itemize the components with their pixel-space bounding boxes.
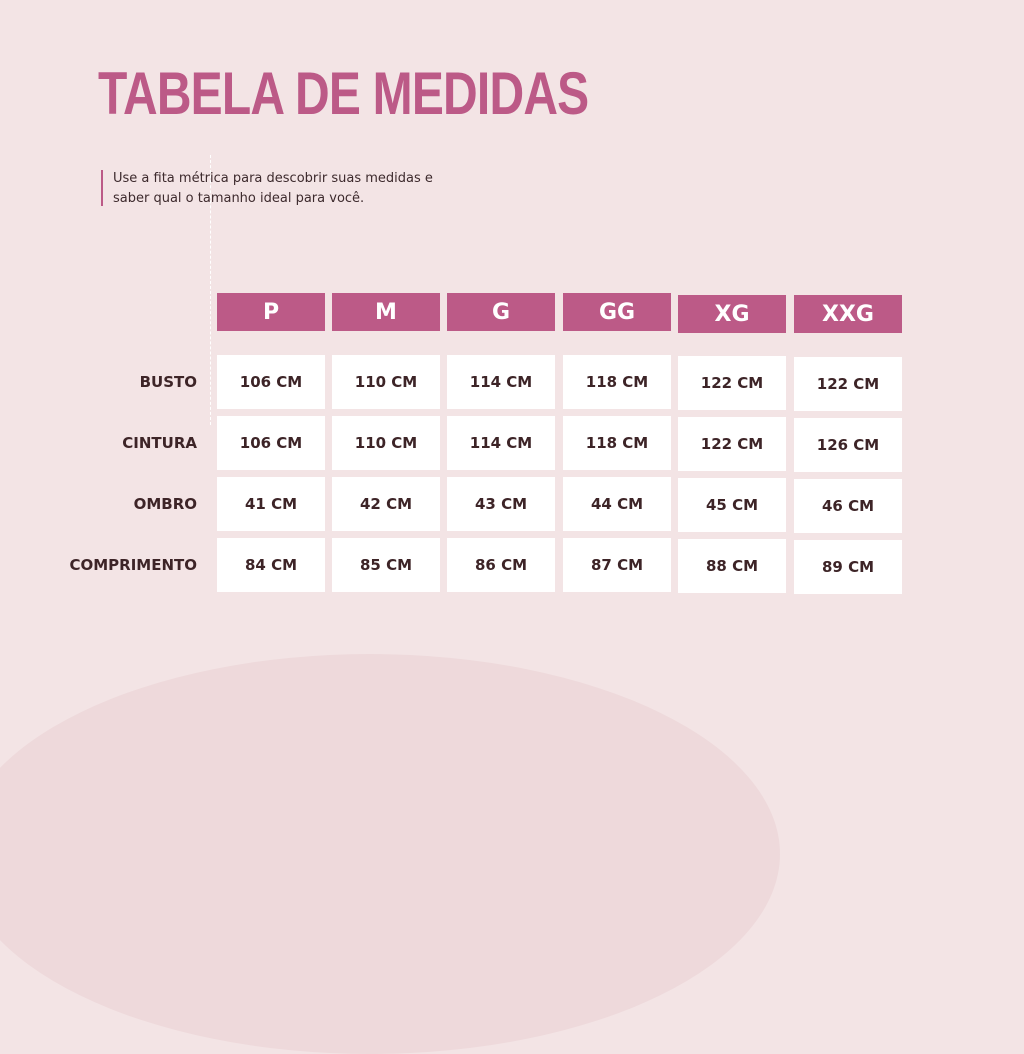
size-header-p: P (217, 293, 325, 331)
row-label-ombro: OMBRO (133, 495, 197, 513)
table-cell: 86 CM (447, 538, 555, 592)
size-header-g: G (447, 293, 555, 331)
row-label-comprimento: COMPRIMENTO (69, 556, 197, 574)
row-label-busto: BUSTO (139, 373, 197, 391)
intro-accent-bar (101, 170, 103, 206)
table-cell: 42 CM (332, 477, 440, 531)
table-cell: 122 CM (794, 357, 902, 411)
size-header-xg: XG (678, 295, 786, 333)
table-cell: 88 CM (678, 539, 786, 593)
table-cell: 106 CM (217, 416, 325, 470)
intro-text: Use a fita métrica para descobrir suas m… (113, 171, 433, 206)
row-label-cintura: CINTURA (122, 434, 197, 452)
table-cell: 87 CM (563, 538, 671, 592)
table-cell: 126 CM (794, 418, 902, 472)
table-cell: 110 CM (332, 416, 440, 470)
table-cell: 122 CM (678, 356, 786, 410)
table-cell: 43 CM (447, 477, 555, 531)
table-cell: 118 CM (563, 355, 671, 409)
table-cell: 122 CM (678, 417, 786, 471)
table-cell: 114 CM (447, 416, 555, 470)
table-cell: 84 CM (217, 538, 325, 592)
page-title: TABELA DE MEDIDAS (98, 60, 589, 127)
size-header-m: M (332, 293, 440, 331)
table-cell: 41 CM (217, 477, 325, 531)
table-cell: 46 CM (794, 479, 902, 533)
table-cell: 110 CM (332, 355, 440, 409)
table-cell: 118 CM (563, 416, 671, 470)
table-cell: 106 CM (217, 355, 325, 409)
table-cell: 114 CM (447, 355, 555, 409)
table-cell: 44 CM (563, 477, 671, 531)
table-cell: 45 CM (678, 478, 786, 532)
size-header-gg: GG (563, 293, 671, 331)
table-cell: 89 CM (794, 540, 902, 594)
decorative-background-wave (0, 654, 780, 1054)
dashed-guide-line (210, 155, 211, 425)
size-header-xxg: XXG (794, 295, 902, 333)
table-cell: 85 CM (332, 538, 440, 592)
